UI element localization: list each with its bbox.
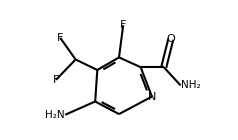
Text: N: N — [148, 92, 156, 102]
Text: F: F — [120, 20, 126, 30]
Text: NH₂: NH₂ — [181, 80, 200, 90]
Text: F: F — [57, 33, 63, 43]
Text: O: O — [166, 34, 175, 44]
Text: H₂N: H₂N — [45, 110, 65, 120]
Text: F: F — [53, 75, 59, 85]
